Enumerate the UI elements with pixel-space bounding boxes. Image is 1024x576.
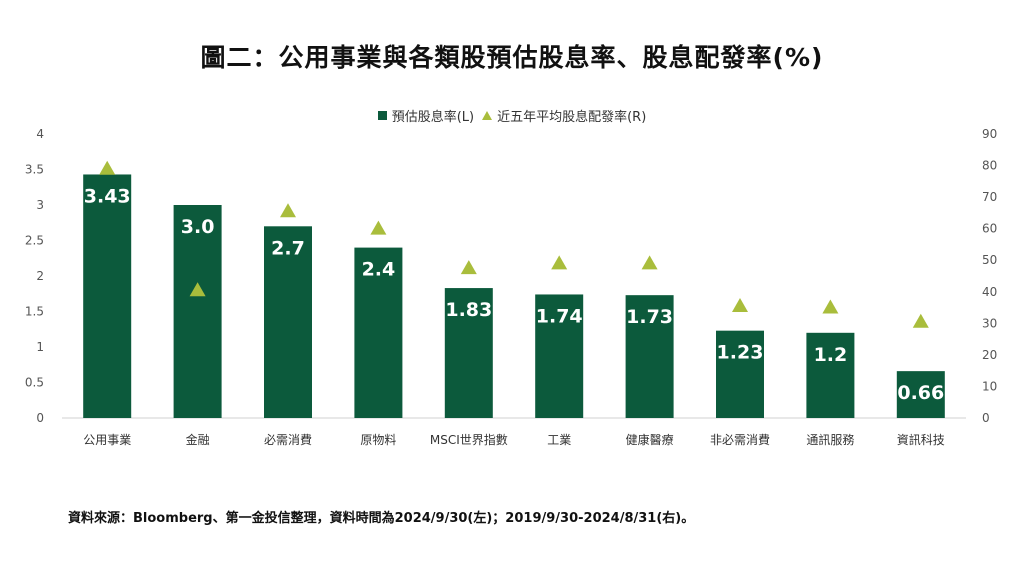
bar bbox=[806, 332, 855, 418]
payout-ratio-marker bbox=[99, 160, 116, 175]
bar-data-label: 3.0 bbox=[181, 216, 215, 238]
x-axis-category-label: MSCI世界指數 bbox=[430, 432, 508, 447]
payout-ratio-marker bbox=[822, 299, 839, 314]
chart-legend: 預估股息率(L) 近五年平均股息配發率(R) bbox=[0, 106, 1024, 125]
legend-triangle-marker bbox=[482, 111, 493, 120]
right-axis-tick-label: 50 bbox=[982, 253, 997, 267]
payout-ratio-marker bbox=[732, 297, 748, 312]
left-axis-tick-label: 2 bbox=[36, 269, 44, 283]
x-axis-category-label: 必需消費 bbox=[264, 432, 312, 447]
right-axis-tick-label: 10 bbox=[982, 379, 997, 393]
bar-data-label: 1.83 bbox=[445, 299, 492, 321]
payout-ratio-marker bbox=[460, 260, 477, 275]
source-note: 資料來源：Bloomberg、第一金投信整理，資料時間為2024/9/30(左)… bbox=[68, 511, 695, 526]
bar-data-label: 1.73 bbox=[626, 306, 673, 328]
left-axis-tick-label: 3 bbox=[36, 198, 44, 212]
bar bbox=[625, 295, 674, 418]
x-axis-category-label: 健康醫療 bbox=[626, 432, 674, 447]
bar bbox=[264, 226, 312, 418]
x-axis-category-label: 金融 bbox=[186, 432, 210, 447]
bar-data-label: 1.23 bbox=[717, 342, 764, 364]
x-axis-category-label: 工業 bbox=[547, 433, 571, 447]
legend-bar-swatch bbox=[377, 111, 387, 120]
bar-data-label: 1.2 bbox=[814, 344, 848, 366]
bar bbox=[444, 288, 493, 418]
right-axis-tick-label: 60 bbox=[982, 222, 997, 236]
right-axis-tick-label: 80 bbox=[982, 159, 997, 173]
right-axis-tick-label: 90 bbox=[982, 127, 997, 141]
left-axis-tick-label: 4 bbox=[36, 127, 44, 141]
payout-ratio-marker bbox=[641, 255, 658, 270]
left-axis-tick-label: 0 bbox=[36, 411, 44, 425]
legend-bar-label: 預估股息率(L) bbox=[391, 110, 475, 125]
bar bbox=[173, 205, 222, 418]
x-axis-category-label: 資訊科技 bbox=[897, 432, 945, 447]
bar bbox=[354, 247, 403, 418]
x-axis-category-label: 原物料 bbox=[360, 433, 396, 447]
chart-title: 圖二：公用事業與各類股預估股息率、股息配發率(%) bbox=[200, 43, 824, 72]
payout-ratio-marker bbox=[551, 255, 568, 270]
bar-data-label: 0.66 bbox=[897, 382, 944, 404]
left-axis-tick-label: 1.5 bbox=[25, 305, 44, 319]
left-axis-tick-label: 1 bbox=[36, 340, 44, 354]
x-axis-category-label: 非必需消費 bbox=[710, 432, 770, 447]
bar bbox=[83, 174, 132, 418]
payout-ratio-marker bbox=[912, 313, 929, 328]
payout-ratio-marker bbox=[280, 203, 296, 218]
bar-data-label: 1.74 bbox=[536, 305, 583, 327]
payout-ratio-marker bbox=[189, 282, 206, 297]
bar-data-label: 2.7 bbox=[271, 237, 305, 259]
left-axis-tick-label: 2.5 bbox=[25, 234, 44, 248]
right-axis-tick-label: 30 bbox=[982, 316, 997, 330]
payout-ratio-marker bbox=[370, 220, 387, 235]
bar-data-label: 2.4 bbox=[362, 259, 396, 281]
right-axis-tick-label: 0 bbox=[982, 411, 990, 425]
right-axis-tick-label: 40 bbox=[982, 285, 997, 299]
legend-marker-label: 近五年平均股息配發率(R) bbox=[497, 110, 647, 125]
left-axis-tick-label: 0.5 bbox=[25, 376, 44, 390]
bar bbox=[535, 294, 584, 418]
x-axis-category-label: 公用事業 bbox=[83, 433, 131, 447]
right-axis-tick-label: 20 bbox=[982, 348, 997, 362]
left-axis-tick-label: 3.5 bbox=[25, 163, 44, 177]
bar-data-label: 3.43 bbox=[84, 185, 131, 207]
bar bbox=[896, 371, 945, 418]
right-axis-tick-label: 70 bbox=[982, 190, 997, 204]
bar bbox=[716, 330, 764, 418]
x-axis-category-label: 通訊服務 bbox=[806, 432, 854, 447]
